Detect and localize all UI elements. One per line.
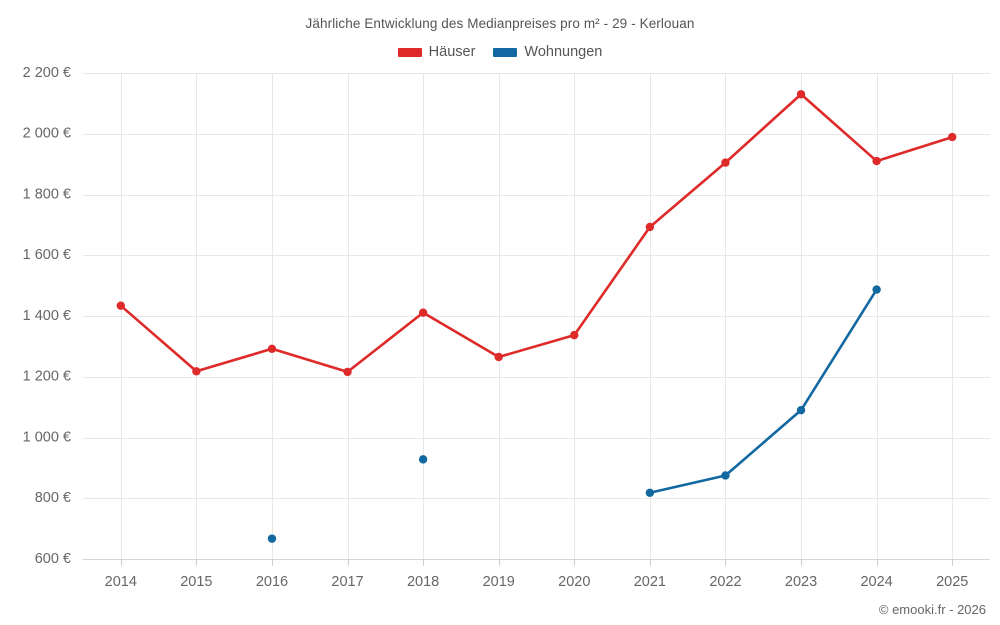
- x-axis-tick-label: 2022: [709, 574, 741, 590]
- data-point-häuser-2025[interactable]: [948, 132, 957, 142]
- x-axis-tick-label: 2017: [331, 574, 363, 590]
- x-axis-labels: 2014 2015 2016 2017 2018 2019 2020 2021 2022 2023…: [105, 559, 968, 590]
- data-point-häuser-2016[interactable]: [267, 344, 277, 354]
- y-axis-tick-label: 1 600 €: [23, 247, 71, 263]
- data-point-wohnungen-2018[interactable]: [418, 455, 428, 464]
- y-axis-tick-label: 2 200 €: [23, 65, 71, 81]
- legend-label-wohnungen: Wohnungen: [524, 44, 603, 60]
- legend-item-wohnungen[interactable]: Wohnungen: [493, 44, 602, 60]
- series-line-wohnungen: [648, 288, 878, 495]
- x-axis-tick-label: 2023: [785, 574, 817, 590]
- data-point-häuser-2022[interactable]: [721, 158, 730, 167]
- x-axis-tick-label: 2014: [105, 574, 137, 590]
- legend-item-hauser[interactable]: Häuser: [397, 44, 476, 60]
- data-point-häuser-2021[interactable]: [645, 222, 655, 232]
- x-axis-tick-label: 2025: [936, 574, 968, 590]
- y-axis-tick-label: 1 000 €: [23, 429, 71, 445]
- x-axis-tick-label: 2018: [407, 574, 439, 590]
- y-axis-tick-label: 800 €: [35, 490, 71, 506]
- data-point-häuser-2017[interactable]: [343, 367, 352, 377]
- data-point-häuser-2023[interactable]: [796, 90, 806, 99]
- data-point-wohnungen-2021[interactable]: [645, 488, 655, 497]
- data-point-wohnungen-2016[interactable]: [267, 534, 277, 543]
- x-axis-tick-label: 2021: [634, 574, 666, 590]
- data-point-häuser-2014[interactable]: [116, 301, 125, 310]
- legend-label-hauser: Häuser: [428, 44, 476, 60]
- series-line-häuser: [119, 92, 954, 374]
- x-axis-tick-label: 2016: [256, 574, 288, 590]
- y-axis-tick-label: 600 €: [35, 551, 71, 567]
- data-point-häuser-2018[interactable]: [418, 308, 428, 317]
- data-point-häuser-2019[interactable]: [494, 352, 503, 362]
- y-axis-tick-label: 1 800 €: [23, 186, 71, 202]
- chart-legend: Häuser Wohnungen: [0, 44, 1000, 60]
- data-point-häuser-2024[interactable]: [872, 156, 881, 166]
- gridlines: [83, 73, 990, 560]
- x-axis-tick-label: 2024: [860, 574, 892, 590]
- x-axis-tick-label: 2019: [483, 574, 515, 590]
- y-axis-tick-label: 2 000 €: [23, 126, 71, 142]
- legend-swatch-wohnungen: [493, 47, 518, 57]
- data-point-wohnungen-2024[interactable]: [872, 285, 881, 294]
- legend-swatch-hauser: [397, 47, 422, 57]
- data-point-wohnungen-2022[interactable]: [721, 471, 730, 480]
- x-axis-tick-label: 2020: [558, 574, 590, 590]
- y-axis-tick-label: 1 400 €: [23, 308, 71, 324]
- data-point-häuser-2015[interactable]: [192, 367, 201, 376]
- data-series: [116, 90, 957, 543]
- data-point-wohnungen-2023[interactable]: [796, 405, 806, 415]
- chart-title: Jährliche Entwicklung des Medianpreises …: [305, 16, 695, 31]
- y-axis-tick-label: 1 200 €: [23, 369, 71, 385]
- y-axis-labels: 600 € 800 € 1 000 € 1 200 € 1 400 € 1 600 € 1 …: [23, 65, 71, 567]
- chart-footer-credit: © emooki.fr - 2026: [878, 602, 986, 617]
- x-axis-tick-label: 2015: [180, 574, 212, 590]
- data-point-häuser-2020[interactable]: [570, 330, 579, 340]
